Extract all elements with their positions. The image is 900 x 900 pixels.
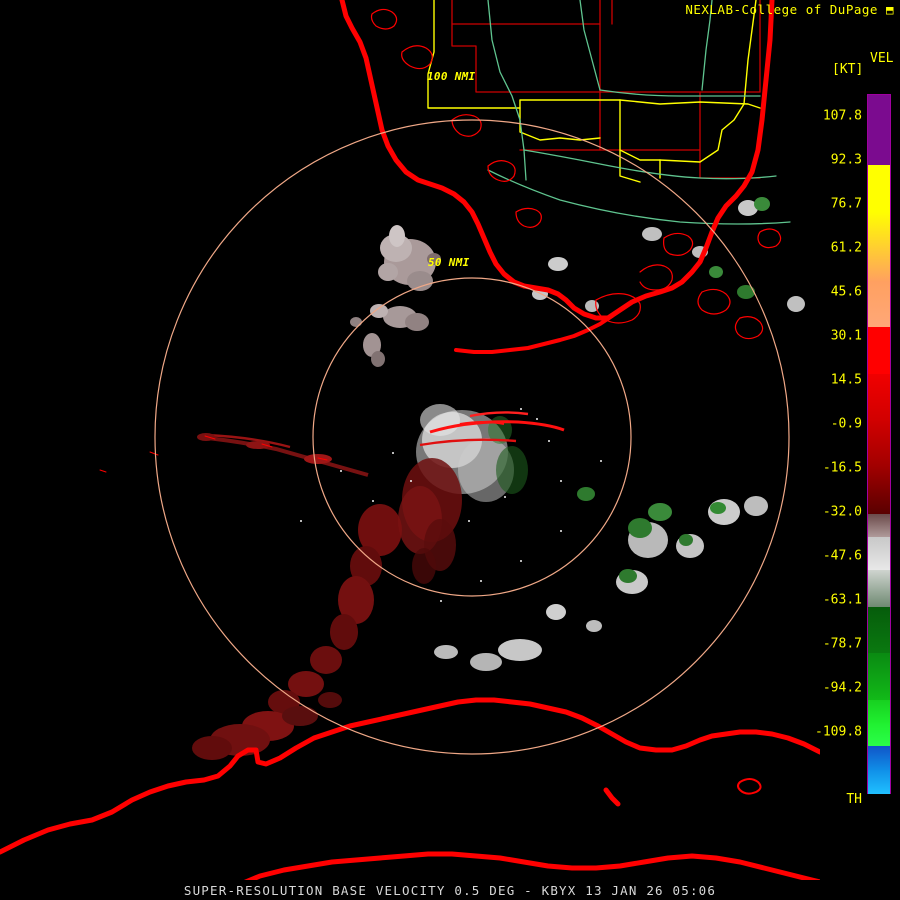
color-scale-tick-label: 76.7 [830,196,862,212]
color-scale-segment [868,211,890,282]
color-scale-segment [868,513,890,538]
color-scale-title: VEL [870,51,894,66]
provider-name: NEXLAB-College of DuPage [685,2,878,17]
color-scale-segment [868,95,890,166]
range-ring-layer [154,119,790,755]
radar-canvas [0,0,820,880]
color-scale-below-threshold-label: TH [846,792,862,807]
geography-layer [0,0,820,880]
color-scale-tick-label: -0.9 [830,416,862,432]
radar-display[interactable]: 100 NMI 50 NMI [0,0,820,880]
color-scale-tick-label: 107.8 [822,108,862,124]
color-scale-tick-label: -16.5 [822,460,862,476]
color-scale-tick-label: -47.6 [822,548,862,564]
color-scale-segment [868,374,890,422]
product-status-bar: SUPER-RESOLUTION BASE VELOCITY 0.5 DEG -… [183,883,717,898]
range-ring-label-100nmi: 100 NMI [427,70,476,83]
range-ring-100nmi [154,119,790,755]
color-scale-tick-label: 92.3 [830,152,862,168]
velocity-echo-layer [192,197,805,760]
color-scale-tick-label: 30.1 [830,328,862,344]
color-scale-tick-label: -63.1 [822,592,862,608]
velocity-color-scale: VEL [KT] 107.8 92.3 76.7 61.2 45.6 30.1 14.5 -0… [815,0,900,900]
range-ring-label-50nmi: 50 NMI [428,256,470,269]
color-scale-segment [868,653,890,701]
color-scale-tick-label: 14.5 [830,372,862,388]
provider-logo-icon: ⬒ [885,2,894,17]
color-scale-segment [868,606,890,654]
color-scale-segment [868,467,890,515]
color-scale-segment [868,327,890,375]
color-scale-tick-label: 61.2 [830,240,862,256]
color-scale-segment [868,746,890,771]
color-scale-segment [868,723,890,747]
color-scale-segment [868,281,890,329]
color-scale-segment [868,700,890,724]
color-scale-tick-label: -78.7 [822,636,862,652]
color-scale-segment [868,569,890,608]
color-scale-tick-label: -32.0 [822,504,862,520]
color-scale-segment [868,536,890,571]
color-scale-unit: [KT] [832,62,864,77]
provider-branding: NEXLAB-College of DuPage ⬒ [685,2,894,17]
color-scale-segment [868,164,890,213]
color-scale-bar[interactable] [867,94,891,794]
color-scale-segment [868,420,890,468]
color-scale-tick-label: -94.2 [822,680,862,696]
color-scale-tick-label: 45.6 [830,284,862,300]
color-scale-segment [868,769,890,794]
color-scale-tick-label: -109.8 [815,724,862,740]
range-ring-50nmi [312,277,632,597]
